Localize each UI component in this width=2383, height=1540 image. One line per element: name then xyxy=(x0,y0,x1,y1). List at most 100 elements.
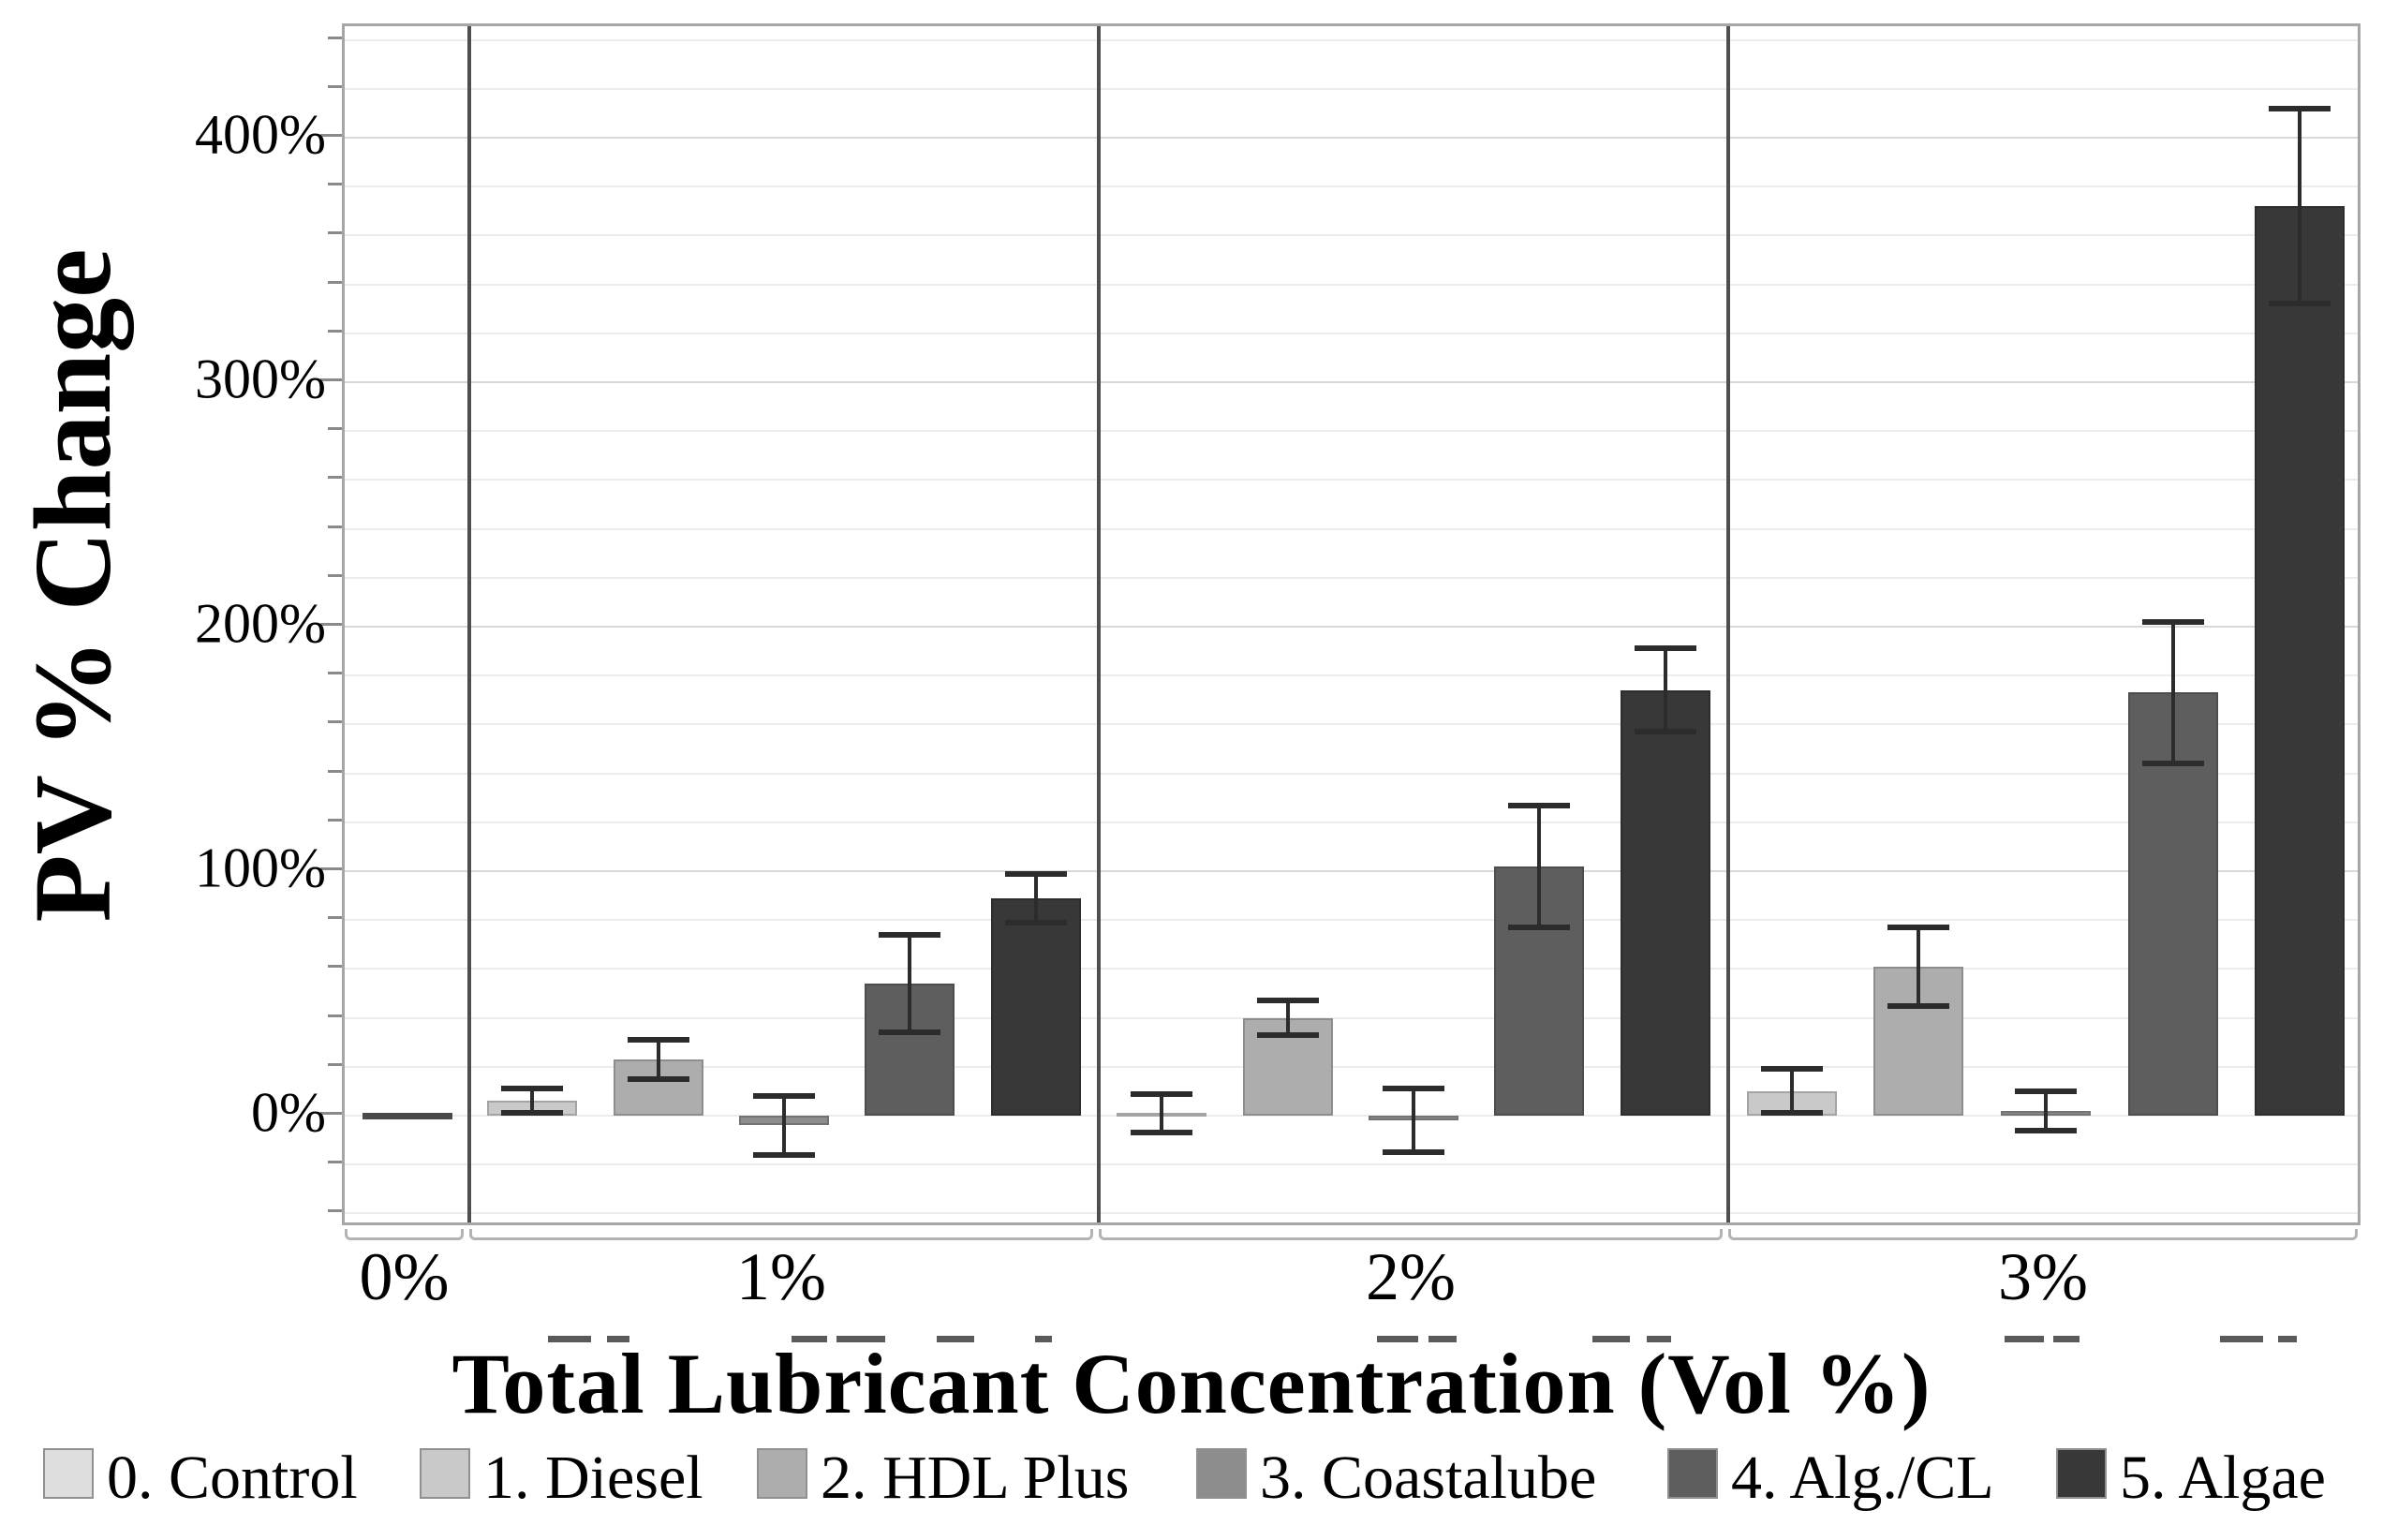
error-bar-cap-top xyxy=(627,1037,689,1044)
legend-swatch xyxy=(757,1448,807,1499)
error-bar-cap-top xyxy=(2141,618,2204,625)
category-bracket xyxy=(1728,1229,2358,1240)
error-bar-line xyxy=(1412,1088,1415,1153)
error-bar-cap-bottom xyxy=(2269,301,2331,307)
y-axis-tick xyxy=(328,818,342,822)
legend-swatch xyxy=(1667,1448,1718,1499)
x-axis-tick-label: 1% xyxy=(736,1239,826,1314)
error-bar-cap-top xyxy=(501,1086,564,1092)
error-bar-line xyxy=(1537,805,1542,928)
gridline xyxy=(345,234,2358,237)
panel-separator xyxy=(1097,26,1101,1222)
error-bar-line xyxy=(530,1088,535,1114)
clipped-text-artifact xyxy=(548,1336,591,1342)
y-axis-tick xyxy=(328,183,342,186)
gridline xyxy=(345,38,2358,41)
y-axis-tick xyxy=(320,1112,342,1115)
error-bar-line xyxy=(1033,873,1038,923)
y-axis-tick xyxy=(328,427,342,431)
category-bracket xyxy=(469,1229,1093,1240)
y-axis-tick xyxy=(328,1014,342,1017)
x-axis-title: Total Lubricant Concentration (Vol %) xyxy=(451,1336,1932,1431)
zero-gridline xyxy=(345,1115,2358,1117)
clipped-text-artifact xyxy=(1035,1336,1052,1342)
y-axis-tick xyxy=(320,134,342,137)
error-bar-line xyxy=(782,1096,786,1155)
gridline xyxy=(345,870,2358,872)
error-bar-cap-top xyxy=(1508,802,1571,808)
legend-label: 2. HDL Plus xyxy=(821,1444,1130,1512)
error-bar-cap-bottom xyxy=(1508,925,1571,931)
error-bar-cap-top xyxy=(2015,1088,2077,1094)
gridline xyxy=(345,723,2358,726)
gridline xyxy=(345,527,2358,530)
y-axis-tick xyxy=(328,965,342,969)
clipped-text-artifact xyxy=(1428,1336,1457,1342)
bar-5-algae-1% xyxy=(990,897,1081,1116)
gridline xyxy=(345,430,2358,433)
error-bar-cap-bottom xyxy=(1383,1149,1444,1156)
error-bar-line xyxy=(656,1040,660,1079)
bar-5-algae-3% xyxy=(2255,206,2346,1116)
panel-separator xyxy=(1726,26,1730,1222)
x-axis-tick-label: 3% xyxy=(1998,1239,2088,1314)
y-axis-tick xyxy=(328,476,342,480)
category-bracket xyxy=(345,1229,464,1240)
error-bar-line xyxy=(1663,648,1667,733)
gridline xyxy=(345,479,2358,481)
error-bar-line xyxy=(2044,1090,2048,1131)
y-axis-tick xyxy=(328,525,342,528)
error-bar-line xyxy=(2298,108,2302,304)
gridline xyxy=(345,185,2358,188)
error-bar-line xyxy=(2170,621,2175,764)
clipped-text-artifact xyxy=(836,1336,885,1342)
bar-control xyxy=(362,1113,452,1119)
error-bar-cap-bottom xyxy=(2015,1127,2077,1133)
error-bar-line xyxy=(1285,1000,1290,1035)
y-axis-tick xyxy=(328,84,342,88)
legend-label: 5. Algae xyxy=(2120,1444,2326,1512)
error-bar-cap-top xyxy=(1760,1066,1823,1073)
legend-swatch xyxy=(420,1448,470,1499)
error-bar-line xyxy=(1160,1093,1164,1133)
y-axis-tick xyxy=(328,1062,342,1066)
error-bar-cap-bottom xyxy=(753,1151,815,1158)
error-bar-cap-top xyxy=(1004,870,1067,877)
error-bar-cap-top xyxy=(879,931,941,938)
y-axis-tick-label: 300% xyxy=(195,348,326,410)
legend-label: 1. Diesel xyxy=(483,1444,703,1512)
error-bar-cap-top xyxy=(2269,105,2331,111)
y-axis-tick xyxy=(328,1209,342,1213)
legend-swatch xyxy=(43,1448,94,1499)
gridline xyxy=(345,1065,2358,1068)
y-axis-tick xyxy=(320,867,342,870)
error-bar-cap-top xyxy=(753,1093,815,1100)
legend-swatch xyxy=(2056,1448,2107,1499)
y-axis-tick-label: 400% xyxy=(195,103,326,166)
y-axis-tick xyxy=(328,672,342,675)
category-bracket xyxy=(1099,1229,1723,1240)
error-bar-cap-bottom xyxy=(501,1110,564,1117)
y-axis-tick xyxy=(328,916,342,920)
gridline xyxy=(345,674,2358,677)
legend-swatch xyxy=(1196,1448,1247,1499)
y-axis-tick-label: 100% xyxy=(195,837,326,899)
legend-label: 0. Control xyxy=(107,1444,358,1512)
error-bar-cap-bottom xyxy=(1131,1130,1193,1136)
clipped-text-artifact xyxy=(2220,1336,2263,1342)
bar-5-algae-2% xyxy=(1620,689,1710,1116)
gridline xyxy=(345,87,2358,90)
x-axis-tick-label: 2% xyxy=(1366,1239,1456,1314)
error-bar-cap-bottom xyxy=(1256,1031,1319,1038)
x-axis-tick-label: 0% xyxy=(359,1239,450,1314)
clipped-text-artifact xyxy=(1647,1336,1671,1342)
gridline xyxy=(345,381,2358,383)
gridline xyxy=(345,576,2358,579)
clipped-text-artifact xyxy=(1592,1336,1630,1342)
y-axis-tick xyxy=(328,720,342,724)
gridline xyxy=(345,772,2358,775)
error-bar-cap-top xyxy=(1634,645,1696,652)
error-bar-cap-bottom xyxy=(1634,729,1696,735)
y-axis-tick xyxy=(320,623,342,626)
